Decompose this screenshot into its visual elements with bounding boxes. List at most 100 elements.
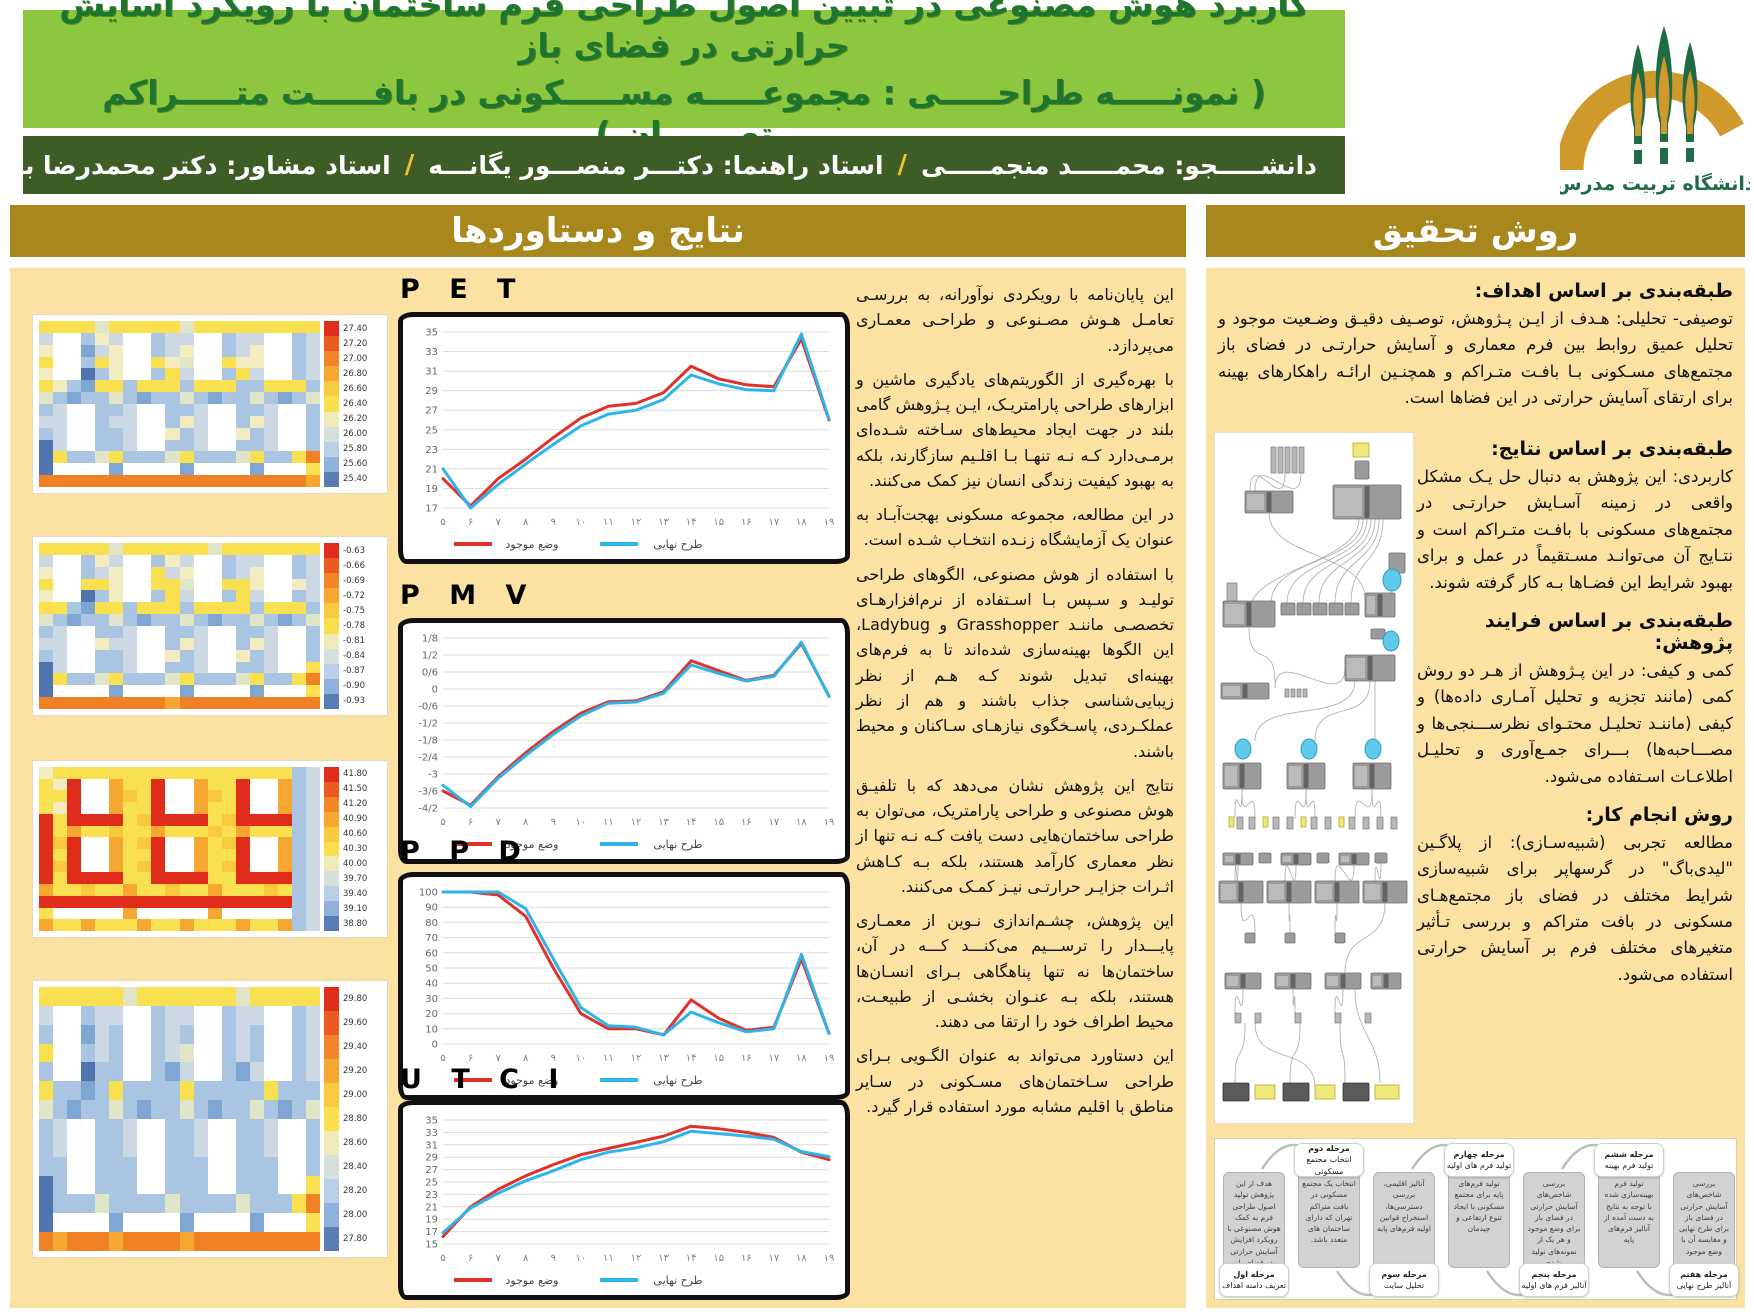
heatmap-cell bbox=[67, 427, 82, 440]
heatmap-cell bbox=[151, 813, 166, 826]
heatmap-cell bbox=[291, 415, 306, 428]
heatmap-cell bbox=[137, 884, 152, 896]
heatmap-cell bbox=[151, 767, 166, 779]
heatmap-cell bbox=[165, 848, 180, 861]
colorbar-segment bbox=[324, 856, 339, 872]
heatmap-cell bbox=[235, 767, 250, 779]
heatmap-cell bbox=[67, 321, 82, 333]
heatmap-cell bbox=[249, 321, 264, 333]
heatmap-cell bbox=[81, 1100, 96, 1119]
heatmap-cell bbox=[95, 602, 110, 615]
heatmap-cell bbox=[53, 578, 68, 591]
heatmap-cell bbox=[137, 1024, 152, 1044]
heatmap-cell bbox=[39, 590, 54, 603]
heatmap-cell bbox=[151, 1137, 166, 1157]
heatmap-cell bbox=[53, 697, 68, 709]
heatmap-cell bbox=[305, 415, 320, 428]
heatmap-cell bbox=[193, 1024, 208, 1044]
heatmap-cell bbox=[95, 590, 110, 603]
heatmap-cell bbox=[109, 602, 124, 615]
heatmap-cell bbox=[165, 1024, 180, 1044]
heatmap-cell bbox=[95, 554, 110, 567]
heatmap-cell bbox=[291, 895, 306, 908]
heatmap-cell bbox=[221, 451, 236, 464]
heatmap-cell bbox=[235, 1005, 250, 1025]
heatmap-cell bbox=[165, 1232, 180, 1251]
heatmap-cell bbox=[249, 427, 264, 440]
heatmap-cell bbox=[165, 475, 180, 487]
heatmap-cell bbox=[137, 427, 152, 440]
heatmap-cell bbox=[179, 837, 194, 849]
heatmap-cell bbox=[277, 685, 292, 698]
heatmap-cell bbox=[193, 427, 208, 440]
heatmap-cell bbox=[137, 590, 152, 603]
heatmap-cell bbox=[235, 344, 250, 357]
heatmap-cell bbox=[137, 802, 152, 814]
heatmap-utci-map: 29.80 29.60 29.40 29.20 29.00 28.80 28.60 28.40… bbox=[32, 980, 388, 1258]
heatmap-cell bbox=[81, 1118, 96, 1138]
heatmap-cell bbox=[277, 872, 292, 885]
heatmap-cell bbox=[123, 1043, 138, 1063]
flow-stage-name: تولید فرم های اولیه bbox=[1446, 1161, 1512, 1170]
heatmap-cell bbox=[137, 872, 152, 885]
heatmap-cell bbox=[263, 802, 278, 814]
heatmap-cell bbox=[249, 1175, 264, 1195]
colorbar-segment bbox=[324, 543, 339, 559]
heatmap-cell bbox=[277, 590, 292, 603]
heatmap-cell bbox=[165, 907, 180, 920]
heatmap-cell bbox=[235, 332, 250, 345]
heatmap-colorbar-labels: -0.63 -0.66 -0.69 -0.72 -0.75 -0.78 -0.81 -0.84… bbox=[343, 543, 381, 709]
heatmap-colorbar bbox=[324, 543, 339, 710]
heatmap-cell bbox=[291, 673, 306, 686]
heatmap-cell bbox=[291, 1213, 306, 1233]
heatmap-cell bbox=[109, 1137, 124, 1157]
results-paragraph: با بهره‌گیری از الگوریتم‌های یادگیری ماش… bbox=[856, 369, 1174, 490]
heatmap-cell bbox=[165, 439, 180, 452]
heatmap-cell bbox=[193, 602, 208, 615]
heatmap-cell bbox=[151, 427, 166, 440]
heatmap-cell bbox=[95, 451, 110, 464]
heatmap-cell bbox=[39, 392, 54, 404]
heatmap-cell bbox=[235, 1100, 250, 1119]
heatmap-cell bbox=[123, 872, 138, 885]
heatmap-cell bbox=[151, 1062, 166, 1082]
heatmap-cell bbox=[305, 439, 320, 452]
heatmap-cell bbox=[179, 427, 194, 440]
heatmap-cell bbox=[151, 919, 166, 931]
heatmap-cell bbox=[221, 860, 236, 873]
svg-text:۱۳: ۱۳ bbox=[658, 1253, 669, 1264]
heatmap-cell bbox=[137, 987, 152, 1006]
heatmap-cell bbox=[53, 1137, 68, 1157]
heatmap-cell bbox=[221, 872, 236, 885]
heatmap-cell bbox=[277, 368, 292, 381]
heatmap-cell bbox=[291, 813, 306, 826]
heatmap-cell bbox=[53, 427, 68, 440]
heatmap-cell bbox=[263, 987, 278, 1006]
chart-ppd: 100 90 80 70 60 50 40 30 20 10 0 ۵ ۶ ۷ ۸ ۹ ۱۰ ۱۱ ۱۲ ۱۳ ۱۴ ۱۵ ۱… bbox=[398, 872, 850, 1100]
heatmap-cell bbox=[137, 790, 152, 803]
heatmap-cell bbox=[193, 566, 208, 579]
svg-text:۱۱: ۱۱ bbox=[603, 517, 614, 528]
heatmap-cell bbox=[67, 380, 82, 393]
heatmap-cell bbox=[249, 802, 264, 814]
heatmap-cell bbox=[235, 987, 250, 1006]
svg-text:۱۸: ۱۸ bbox=[796, 1253, 807, 1264]
heatmap-cell bbox=[95, 1024, 110, 1044]
heatmap-cell bbox=[151, 578, 166, 591]
heatmap-cell bbox=[193, 451, 208, 464]
heatmap-cell bbox=[81, 1194, 96, 1214]
heatmap-cell bbox=[123, 344, 138, 357]
heatmap-cell bbox=[291, 475, 306, 487]
heatmap-cell bbox=[263, 848, 278, 861]
heatmap-cell bbox=[67, 637, 82, 650]
heatmap-cell bbox=[123, 578, 138, 591]
heatmap-cell bbox=[179, 543, 194, 555]
svg-text:۶: ۶ bbox=[468, 817, 473, 828]
heatmap-cell bbox=[221, 649, 236, 662]
heatmap-cell bbox=[123, 427, 138, 440]
heatmap-cell bbox=[39, 1137, 54, 1157]
heatmap-cell bbox=[193, 1213, 208, 1233]
colorbar-segment bbox=[324, 886, 339, 902]
heatmap-cell bbox=[179, 392, 194, 404]
heatmap-cell bbox=[291, 1118, 306, 1138]
